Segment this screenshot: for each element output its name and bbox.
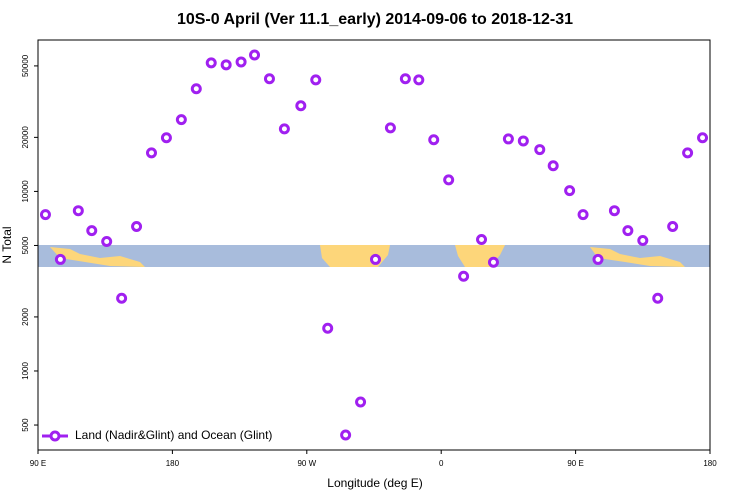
point [577,209,589,221]
point [205,57,217,69]
x-tick-label: 90 E [567,459,583,468]
point [667,220,679,232]
x-tick-label: 180 [703,459,717,468]
chart-title: 10S-0 April (Ver 11.1_early) 2014-09-06 … [177,11,573,28]
point [547,160,559,172]
x-tick-label: 0 [439,459,444,468]
x-tick-label: 90 E [30,459,46,468]
y-tick-label: 10000 [21,180,30,203]
point [637,234,649,246]
point [310,74,322,86]
point [564,185,576,197]
y-tick-label: 20000 [21,126,30,149]
point [355,396,367,408]
point [608,205,620,217]
y-tick-label: 5000 [21,236,30,254]
point [54,253,66,265]
point [428,134,440,146]
point [458,270,470,282]
point [235,56,247,68]
point [502,133,514,145]
y-tick-label: 50000 [21,54,30,77]
point [592,253,604,265]
point [145,147,157,159]
point [487,256,499,268]
point [369,253,381,265]
point [72,205,84,217]
point [413,74,425,86]
point [534,144,546,156]
x-tick-label: 90 W [297,459,316,468]
point [682,147,694,159]
point [86,225,98,237]
point [399,73,411,85]
point [443,174,455,186]
point [622,225,634,237]
legend-label: Land (Nadir&Glint) and Ocean (Glint) [75,428,272,442]
point [249,49,261,61]
point [340,429,352,441]
point [160,132,172,144]
y-tick-label: 2000 [21,307,30,325]
point [116,292,128,304]
point [517,135,529,147]
y-tick-label: 500 [21,418,30,432]
legend-marker [49,430,61,442]
y-axis-label: N Total [0,226,14,263]
point [220,59,232,71]
point [476,233,488,245]
point [295,100,307,112]
point [190,83,202,95]
point [652,292,664,304]
point [263,73,275,85]
y-tick-label: 1000 [21,362,30,380]
point [175,114,187,126]
point [322,322,334,334]
x-axis-label: Longitude (deg E) [327,476,422,490]
point [384,122,396,134]
point [101,236,113,248]
point [697,132,709,144]
point [39,209,51,221]
x-tick-label: 180 [166,459,180,468]
point [278,123,290,135]
point [131,220,143,232]
